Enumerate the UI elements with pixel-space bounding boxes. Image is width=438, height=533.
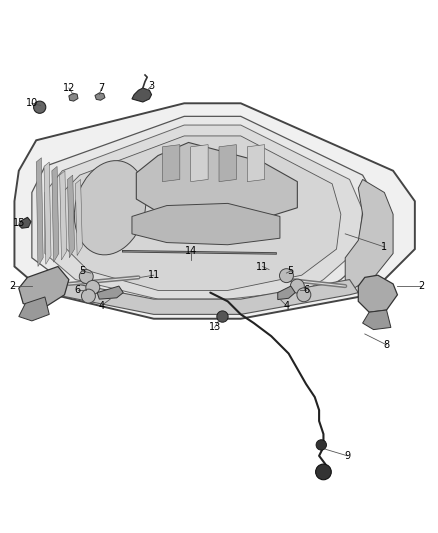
Polygon shape — [32, 116, 380, 305]
Polygon shape — [132, 204, 280, 245]
Text: 2: 2 — [418, 281, 424, 291]
Polygon shape — [67, 175, 74, 258]
Text: 2: 2 — [9, 281, 15, 291]
Circle shape — [86, 280, 100, 294]
Text: 10: 10 — [26, 98, 38, 108]
Polygon shape — [45, 125, 363, 299]
Polygon shape — [132, 88, 152, 102]
Circle shape — [316, 440, 326, 450]
Polygon shape — [45, 279, 358, 314]
Text: 12: 12 — [63, 83, 75, 93]
Polygon shape — [358, 275, 397, 312]
Text: 13: 13 — [208, 322, 221, 333]
Text: 8: 8 — [384, 340, 390, 350]
Polygon shape — [162, 144, 180, 182]
Text: 4: 4 — [99, 301, 105, 311]
Text: 4: 4 — [283, 301, 290, 311]
Polygon shape — [60, 171, 67, 260]
Text: 6: 6 — [303, 286, 309, 295]
Ellipse shape — [74, 160, 146, 255]
Polygon shape — [44, 162, 51, 264]
Text: 11: 11 — [148, 270, 160, 280]
Polygon shape — [191, 144, 208, 182]
Polygon shape — [247, 144, 265, 182]
Circle shape — [290, 279, 304, 293]
Text: 11: 11 — [256, 262, 268, 271]
Circle shape — [297, 288, 311, 302]
Polygon shape — [278, 286, 295, 300]
Polygon shape — [219, 144, 237, 182]
Text: 14: 14 — [184, 246, 197, 256]
Text: 6: 6 — [74, 286, 81, 295]
Polygon shape — [363, 310, 391, 329]
Text: 9: 9 — [344, 451, 350, 461]
Text: 5: 5 — [79, 266, 85, 276]
Polygon shape — [14, 103, 415, 319]
Text: 1: 1 — [381, 242, 388, 252]
Polygon shape — [62, 136, 341, 290]
Polygon shape — [69, 93, 78, 101]
Text: 5: 5 — [288, 266, 294, 276]
Circle shape — [81, 289, 95, 303]
Text: 15: 15 — [13, 218, 25, 228]
Polygon shape — [19, 297, 49, 321]
Polygon shape — [19, 266, 69, 310]
Polygon shape — [52, 166, 59, 262]
Circle shape — [279, 269, 293, 282]
Polygon shape — [345, 180, 393, 288]
Polygon shape — [95, 93, 105, 100]
Polygon shape — [36, 158, 43, 266]
Polygon shape — [136, 142, 297, 221]
Circle shape — [34, 101, 46, 114]
Polygon shape — [97, 286, 123, 299]
Polygon shape — [75, 180, 82, 256]
Text: 3: 3 — [148, 81, 155, 91]
Text: 7: 7 — [99, 83, 105, 93]
Circle shape — [217, 311, 228, 322]
Circle shape — [79, 270, 93, 284]
Polygon shape — [19, 217, 31, 228]
Circle shape — [316, 464, 331, 480]
